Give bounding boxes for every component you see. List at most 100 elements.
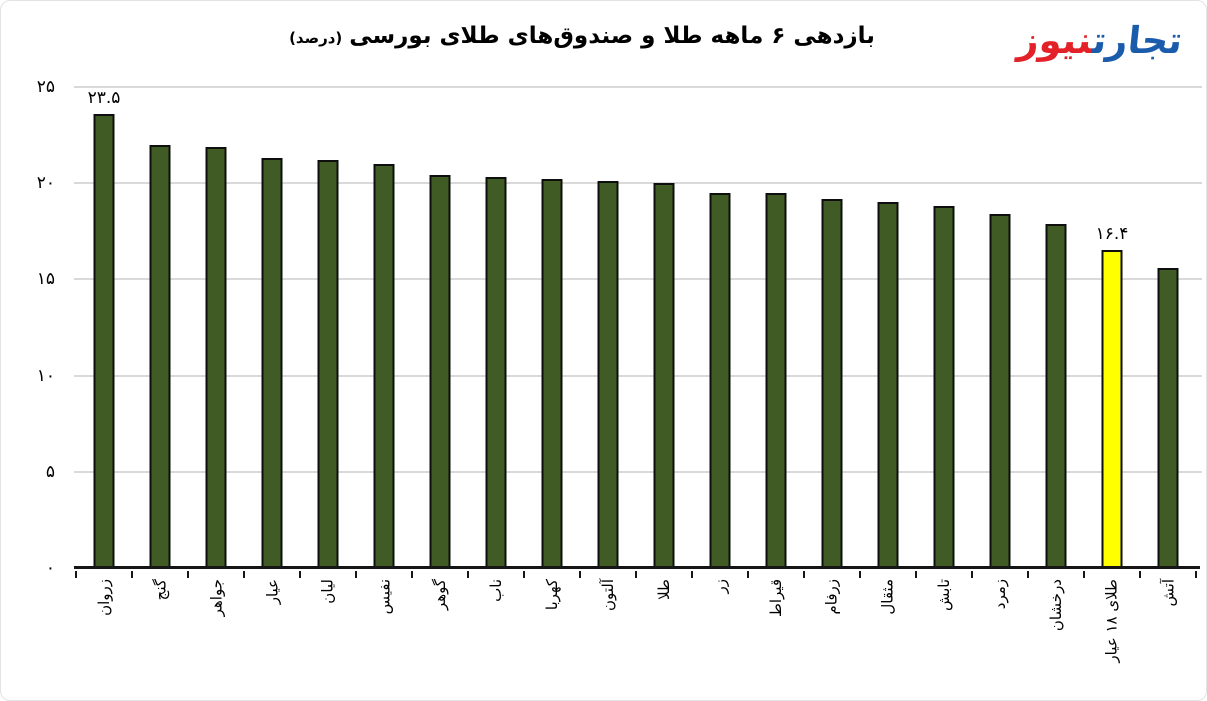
x-axis-tick — [1139, 571, 1141, 578]
x-axis-tick — [75, 571, 77, 578]
x-axis-tick — [411, 571, 413, 578]
bar — [205, 146, 227, 568]
x-category-label: لیان — [319, 579, 337, 604]
x-axis-tick — [187, 571, 189, 578]
x-category-label: زر — [711, 579, 729, 594]
y-tick-label: ۱۰ — [36, 365, 55, 386]
bar-slot: تابش — [916, 87, 972, 611]
x-axis-tick — [803, 571, 805, 578]
bar — [261, 158, 283, 568]
y-tick-label: ۱۵ — [36, 269, 55, 290]
bar-slot: طلای ۱۸ عیار ۱۶.۴ — [1084, 87, 1140, 662]
chart-title: بازدهی ۶ ماهه طلا و صندوق‌های طلای بورسی… — [1, 23, 1156, 49]
x-category-label: قیراط — [767, 579, 785, 618]
bar — [373, 163, 395, 568]
bar — [877, 202, 899, 568]
x-category-label: ناب — [487, 579, 505, 602]
bar — [93, 113, 115, 568]
y-axis: ۰ ۵ ۱۰ ۱۵ ۲۰ ۲۵ — [1, 77, 59, 578]
x-category-label: آتش — [1159, 579, 1177, 607]
bar-slot: زمرد — [972, 87, 1028, 609]
chart-title-unit: (درصد) — [289, 29, 343, 47]
bar-slot: جواهر — [188, 87, 244, 616]
x-category-label: زروان — [95, 579, 113, 616]
bar — [317, 160, 339, 568]
x-category-label: گنج — [151, 579, 169, 601]
gridline — [74, 278, 1202, 281]
plot-area: زروان ۲۳.۵ گنج جواهر عیار لیان نفیس گوهر ناب کهرب… — [74, 86, 1202, 663]
x-category-label: درخشان — [1047, 579, 1065, 632]
bar — [597, 181, 619, 568]
chart-title-main: بازدهی ۶ ماهه طلا و صندوق‌های طلای بورسی — [349, 23, 875, 49]
x-category-label: آلتون — [599, 579, 617, 612]
x-category-label: زمرد — [991, 579, 1009, 610]
x-category-label: کهربا — [543, 579, 561, 611]
gridline — [74, 86, 1202, 88]
bar-slot: لیان — [300, 87, 356, 604]
gridline — [74, 182, 1202, 185]
tejarat-news-logo: تجارتنیوز — [1015, 19, 1184, 62]
bar-value-label: ۱۶.۴ — [1095, 224, 1129, 245]
x-axis-tick — [1195, 571, 1197, 578]
bar-slot: زر — [692, 87, 748, 594]
x-axis-tick — [915, 571, 917, 578]
x-category-label: جواهر — [207, 579, 225, 617]
bar-value-label: ۲۳.۵ — [87, 87, 121, 108]
x-category-label: گوهر — [431, 579, 449, 611]
x-category-label: طلای ۱۸ عیار — [1103, 579, 1121, 663]
bar-slot: زرفام — [804, 87, 860, 615]
x-axis-tick — [243, 571, 245, 578]
bar — [429, 175, 451, 568]
x-axis-tick — [971, 571, 973, 578]
x-axis-tick — [299, 571, 301, 578]
bar-slot: مثقال — [860, 87, 916, 615]
y-tick-label: ۲۵ — [36, 77, 55, 97]
bar — [1157, 267, 1179, 568]
bar-slot: درخشان — [1028, 87, 1084, 631]
y-tick-label: ۵ — [45, 461, 55, 482]
bar-highlight — [1101, 250, 1123, 568]
x-axis-line — [74, 566, 1200, 569]
x-axis-tick — [1027, 571, 1029, 578]
x-category-label: زرفام — [823, 579, 841, 615]
x-axis-tick — [579, 571, 581, 578]
gridline — [74, 470, 1202, 473]
bar — [765, 192, 787, 568]
bar — [709, 192, 731, 568]
x-axis-tick — [747, 571, 749, 578]
y-tick-label: ۲۰ — [36, 173, 55, 194]
x-axis-tick — [1083, 571, 1085, 578]
bar — [933, 206, 955, 568]
bar-slot: زروان ۲۳.۵ — [76, 87, 132, 616]
x-category-label: عیار — [263, 579, 281, 605]
bar-slot: ناب — [468, 87, 524, 602]
bar — [485, 177, 507, 568]
x-axis-tick — [467, 571, 469, 578]
y-tick-label: ۰ — [45, 558, 55, 578]
bar — [821, 198, 843, 568]
x-axis-tick — [691, 571, 693, 578]
bar-slot: عیار — [244, 87, 300, 604]
x-axis-tick — [131, 571, 133, 578]
x-category-label: طلا — [655, 579, 673, 600]
x-axis-tick — [635, 571, 637, 578]
bar-slot: نفیس — [356, 87, 412, 614]
bar — [989, 213, 1011, 568]
bar — [653, 183, 675, 568]
bar-slot: گنج — [132, 87, 188, 600]
bar-slot: قیراط — [748, 87, 804, 617]
x-category-label: مثقال — [879, 579, 897, 615]
bar-slot: کهربا — [524, 87, 580, 610]
bar-slot: آلتون — [580, 87, 636, 611]
bar-slot: طلا — [636, 87, 692, 600]
bar — [541, 179, 563, 568]
bar-slot: آتش — [1140, 87, 1196, 606]
x-axis-tick — [355, 571, 357, 578]
bar — [149, 144, 171, 568]
logo-text-red: نیوز — [1015, 19, 1095, 62]
logo-text-blue: تجارت — [1090, 19, 1185, 62]
x-category-label: تابش — [935, 579, 953, 612]
gridline — [74, 374, 1202, 377]
bar-slot: گوهر — [412, 87, 468, 610]
